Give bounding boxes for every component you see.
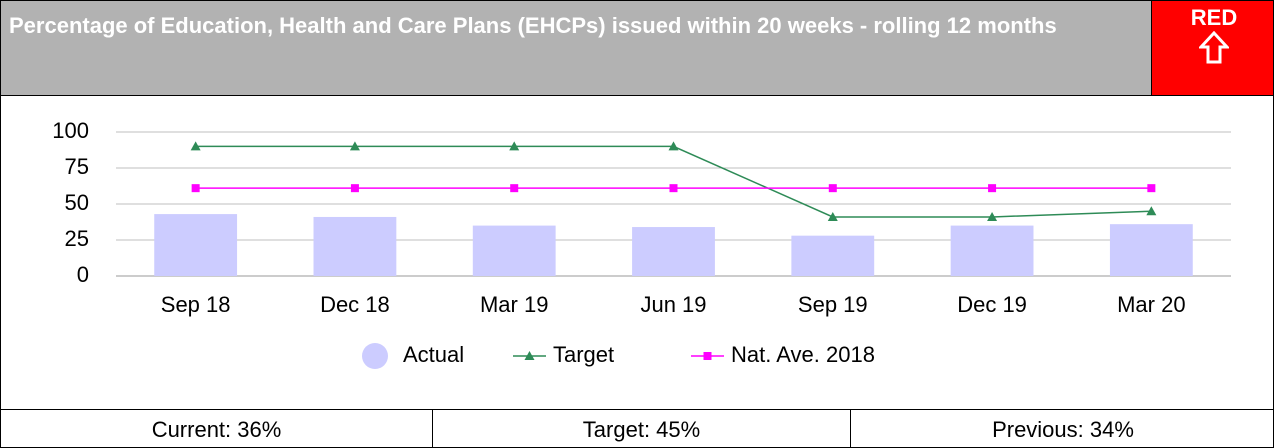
bar	[632, 227, 715, 276]
legend-label: Nat. Ave. 2018	[731, 342, 875, 367]
legend-label: Actual	[403, 342, 464, 367]
triangle-marker	[827, 211, 838, 221]
square-marker	[350, 184, 359, 193]
square-marker	[1147, 184, 1156, 193]
y-tick-label: 0	[77, 262, 89, 287]
legend-marker	[524, 351, 535, 360]
legend-label: Target	[553, 342, 614, 367]
x-tick-label: Mar 20	[1117, 292, 1185, 317]
triangle-marker	[1146, 206, 1157, 216]
y-tick-label: 50	[65, 190, 89, 215]
bar	[313, 216, 397, 276]
bar	[1109, 224, 1193, 276]
legend-swatch	[362, 343, 388, 369]
square-marker	[510, 184, 519, 193]
up-arrow	[1197, 30, 1231, 64]
square-marker	[988, 184, 997, 193]
bar	[950, 225, 1034, 276]
square-marker	[669, 184, 678, 193]
status-label: RED	[1190, 5, 1238, 30]
chart: 0 25 50 75 100 Sep 18 Dec 18 Mar 19 Jun 19 Sep 19…	[52, 118, 1231, 369]
bar	[791, 235, 875, 276]
triangle-marker	[190, 141, 201, 151]
y-tick-label: 75	[65, 154, 89, 179]
triangle-marker	[987, 211, 998, 221]
triangle-marker	[349, 141, 360, 151]
header: Percentage of Education, Health and Care…	[1, 1, 1151, 96]
bar	[472, 225, 556, 276]
triangle-marker	[509, 141, 520, 151]
triangle-marker	[668, 141, 679, 151]
status-box: RED	[1151, 1, 1273, 96]
current-cell: Current: 36%	[1, 410, 433, 447]
bar	[154, 214, 238, 276]
y-tick-label: 100	[52, 118, 89, 143]
previous-cell: Previous: 34%	[992, 417, 1134, 442]
title: Percentage of Education, Health and Care…	[9, 13, 1057, 38]
x-tick-label: Dec 19	[957, 292, 1027, 317]
legend-marker	[703, 352, 712, 360]
x-tick-label: Dec 18	[320, 292, 390, 317]
square-marker	[191, 184, 200, 193]
footer: Current: 36% Target: 45% Previous: 34%	[1, 409, 1273, 447]
square-marker	[828, 184, 837, 193]
y-tick-label: 25	[65, 226, 89, 251]
line	[195, 145, 1152, 218]
x-tick-label: Jun 19	[640, 292, 706, 317]
x-tick-label: Sep 18	[161, 292, 231, 317]
x-tick-label: Sep 19	[798, 292, 868, 317]
x-tick-label: Mar 19	[480, 292, 548, 317]
target-cell: Target: 45%	[433, 410, 851, 447]
